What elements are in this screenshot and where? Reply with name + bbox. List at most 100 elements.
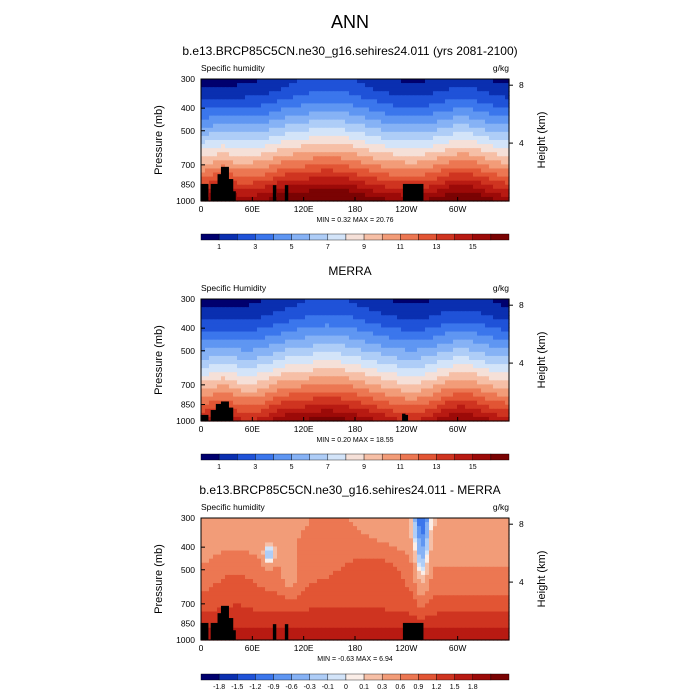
heatmap-cell: [265, 299, 270, 304]
heatmap-cell: [377, 392, 382, 398]
heatmap-cell: [209, 518, 214, 523]
heatmap-cell: [405, 384, 410, 390]
heatmap-cell: [377, 518, 382, 523]
heatmap-cell: [505, 172, 510, 178]
heatmap-cell: [385, 335, 390, 341]
heatmap-cell: [449, 172, 454, 178]
heatmap-cell: [417, 131, 422, 137]
heatmap-cell: [297, 331, 302, 337]
heatmap-cell: [345, 192, 350, 198]
heatmap-cell: [325, 311, 330, 316]
heatmap-cell: [289, 127, 294, 133]
heatmap-cell: [305, 364, 310, 369]
heatmap-cell: [309, 368, 314, 373]
heatmap-cell: [445, 152, 450, 157]
heatmap-cell: [325, 351, 330, 357]
heatmap-cell: [369, 111, 374, 117]
heatmap-cell: [345, 343, 350, 349]
heatmap-cell: [261, 156, 266, 161]
heatmap-cell: [377, 412, 382, 418]
heatmap-cell: [505, 184, 510, 190]
heatmap-cell: [377, 144, 382, 149]
heatmap-cell: [341, 351, 346, 357]
heatmap-cell: [213, 123, 218, 129]
heatmap-cell: [269, 176, 274, 182]
heatmap-cell: [461, 87, 466, 92]
heatmap-cell: [361, 148, 366, 153]
heatmap-cell: [425, 107, 430, 113]
heatmap-cell: [289, 188, 294, 194]
heatmap-cell: [309, 91, 314, 96]
heatmap-cell: [313, 115, 318, 121]
heatmap-cell: [401, 99, 406, 104]
colorbar-swatch: [454, 453, 473, 461]
heatmap-cell: [397, 412, 402, 418]
heatmap-cell: [453, 115, 458, 121]
heatmap-cell: [285, 144, 290, 149]
heatmap-cell: [217, 327, 222, 333]
heatmap-cell: [393, 368, 398, 373]
heatmap-cell: [329, 299, 334, 304]
heatmap-cell: [445, 140, 450, 145]
heatmap-cell: [337, 335, 342, 341]
heatmap-cell: [253, 91, 258, 96]
heatmap-cell: [453, 347, 458, 353]
heatmap-cell: [465, 388, 470, 394]
heatmap-cell: [397, 319, 402, 324]
heatmap-cell: [349, 343, 354, 349]
heatmap-cell: [345, 396, 350, 402]
heatmap-cell: [329, 364, 334, 369]
heatmap-cell: [337, 384, 342, 390]
heatmap-cell: [345, 148, 350, 153]
heatmap-cell: [457, 404, 462, 410]
heatmap-cell: [213, 392, 218, 398]
heatmap-cell: [461, 522, 466, 527]
heatmap-cell: [329, 184, 334, 190]
heatmap-cell: [381, 123, 386, 129]
heatmap-cell: [265, 319, 270, 324]
panel-1: b.e13.BRCP85C5CN.ne30_g16.sehires24.011 …: [153, 44, 548, 251]
heatmap-cell: [353, 388, 358, 394]
heatmap-cell: [293, 91, 298, 96]
heatmap-cell: [505, 335, 510, 341]
heatmap-cell: [457, 372, 462, 377]
heatmap-cell: [465, 156, 470, 161]
heatmap-cell: [269, 384, 274, 390]
heatmap-cell: [201, 299, 206, 304]
heatmap-cell: [445, 388, 450, 394]
heatmap-cell: [285, 311, 290, 316]
heatmap-cell: [297, 123, 302, 129]
heatmap-cell: [337, 396, 342, 402]
heatmap-cell: [369, 360, 374, 365]
heatmap-cell: [241, 331, 246, 337]
heatmap-cell: [381, 315, 386, 320]
height-tick-label: 4: [519, 138, 524, 148]
heatmap-cell: [217, 335, 222, 341]
heatmap-cell: [365, 176, 370, 182]
heatmap-cell: [369, 115, 374, 121]
heatmap-cell: [493, 392, 498, 398]
heatmap-cell: [413, 299, 418, 304]
heatmap-cell: [309, 522, 314, 527]
heatmap-cell: [325, 184, 330, 190]
heatmap-cell: [321, 119, 326, 125]
heatmap-cell: [337, 160, 342, 165]
heatmap-cell: [477, 404, 482, 410]
heatmap-cell: [449, 339, 454, 345]
heatmap-cell: [301, 311, 306, 316]
heatmap-cell: [373, 103, 378, 109]
heatmap-cell: [277, 311, 282, 316]
heatmap-cell: [393, 168, 398, 174]
heatmap-cell: [225, 299, 230, 304]
heatmap-cell: [365, 119, 370, 125]
heatmap-cell: [393, 408, 398, 414]
heatmap-cell: [285, 360, 290, 365]
heatmap-cell: [229, 396, 234, 402]
heatmap-cell: [433, 152, 438, 157]
heatmap-cell: [505, 392, 510, 398]
heatmap-cell: [293, 400, 298, 406]
heatmap-cell: [213, 376, 218, 381]
heatmap-cell: [421, 123, 426, 129]
heatmap-cell: [225, 368, 230, 373]
heatmap-cell: [389, 79, 394, 84]
